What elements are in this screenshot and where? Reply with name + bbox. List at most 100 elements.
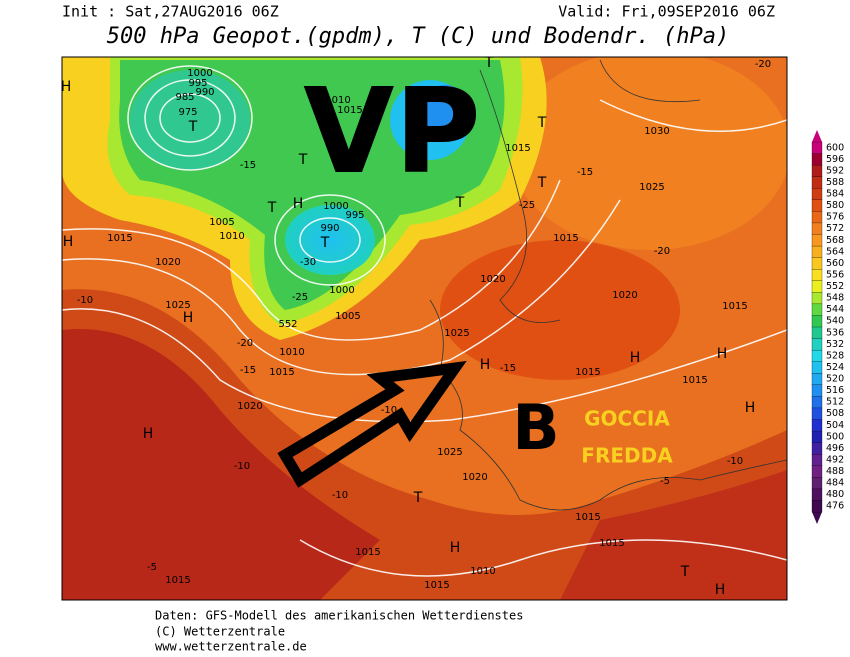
legend-label: 568 — [826, 235, 844, 246]
contour-label: 1025 — [639, 182, 664, 193]
valid-time: Valid: Fri,09SEP2016 06Z — [558, 3, 775, 21]
contour-label: 1005 — [335, 311, 360, 322]
legend-label: 492 — [826, 454, 844, 465]
legend-label: 572 — [826, 223, 844, 234]
contour-label: -15 — [577, 167, 593, 178]
legend-swatch — [811, 442, 823, 455]
legend-swatch — [811, 164, 823, 178]
legend-swatch — [811, 199, 823, 212]
contour-label: 975 — [178, 107, 197, 118]
legend-swatch — [811, 500, 823, 513]
contour-label: 1010 — [325, 95, 350, 106]
legend-swatch — [811, 361, 823, 374]
legend-swatch — [811, 141, 823, 155]
legend-swatch — [811, 326, 823, 340]
legend-label: 476 — [826, 501, 844, 512]
pressure-center: T — [484, 55, 494, 71]
map-title: 500 hPa Geopot.(gpdm), T (C) und Bodendr… — [107, 24, 730, 49]
legend-label: 564 — [826, 246, 844, 257]
low-annotation: B — [512, 391, 559, 464]
legend-label: 532 — [826, 339, 844, 350]
legend-label: 516 — [826, 385, 844, 396]
contour-label: 1010 — [279, 347, 304, 358]
legend-swatch — [811, 454, 823, 467]
contour-label: 1010 — [470, 566, 495, 577]
contour-label: 1015 — [505, 143, 530, 154]
pressure-center: T — [267, 200, 277, 216]
contour-label: -5 — [660, 476, 670, 487]
contour-label: 1025 — [165, 300, 190, 311]
contour-label: 1020 — [237, 401, 262, 412]
contour-label: -20 — [654, 246, 670, 257]
contour-label: 1020 — [462, 472, 487, 483]
pressure-center: H — [293, 196, 304, 212]
legend-label: 480 — [826, 489, 844, 500]
legend-swatch — [811, 465, 823, 478]
legend-label: 560 — [826, 258, 844, 269]
legend: 6005965925885845805765725685645605565525… — [811, 130, 844, 524]
footer-line: www.wetterzentrale.de — [155, 640, 307, 654]
legend-swatch — [811, 477, 823, 490]
legend-swatch — [811, 384, 823, 397]
legend-label: 588 — [826, 177, 844, 188]
legend-label: 544 — [826, 304, 844, 315]
legend-label: 528 — [826, 350, 844, 361]
contour-label: 1025 — [444, 328, 469, 339]
legend-arrow — [812, 130, 822, 142]
pressure-center: H — [450, 540, 461, 556]
pressure-center: H — [61, 79, 72, 95]
footer-line: Daten: GFS-Modell des amerikanischen Wet… — [155, 609, 523, 623]
legend-label: 484 — [826, 478, 844, 489]
contour-label: 552 — [278, 319, 297, 330]
contour-label: 1015 — [355, 547, 380, 558]
pressure-center: H — [630, 350, 641, 366]
contour-label: 1015 — [575, 367, 600, 378]
contour-label: 1005 — [209, 217, 234, 228]
legend-label: 556 — [826, 269, 844, 280]
legend-swatch — [811, 153, 823, 166]
contour-label: -15 — [500, 363, 516, 374]
contour-label: 1015 — [269, 367, 294, 378]
contour-label: 1015 — [553, 233, 578, 244]
contour-label: 995 — [345, 210, 364, 221]
contour-label: -10 — [332, 490, 348, 501]
legend-swatch — [811, 188, 823, 201]
footer-line: (C) Wetterzentrale — [155, 625, 285, 639]
contour-label: 990 — [320, 223, 339, 234]
contour-label: 1030 — [644, 126, 669, 137]
contour-label: 1020 — [155, 257, 180, 268]
contour-label: 1015 — [337, 105, 362, 116]
contour-label: 1015 — [722, 301, 747, 312]
legend-label: 520 — [826, 374, 844, 385]
contour-label: 1020 — [480, 274, 505, 285]
legend-label: 536 — [826, 327, 844, 338]
map-frame — [61, 56, 788, 601]
legend-label: 488 — [826, 466, 844, 477]
legend-swatch — [811, 292, 823, 305]
legend-swatch — [811, 257, 823, 270]
contour-label: 1015 — [599, 538, 624, 549]
contour-label: 1025 — [437, 447, 462, 458]
contour-label: -5 — [147, 562, 157, 573]
contour-label: -20 — [237, 338, 253, 349]
legend-label: 512 — [826, 397, 844, 408]
legend-label: 548 — [826, 293, 844, 304]
contour-label: -20 — [755, 59, 771, 70]
contour-label: -10 — [381, 405, 397, 416]
contour-label: -25 — [292, 292, 308, 303]
contour-label: -25 — [519, 200, 535, 211]
legend-swatch — [811, 303, 823, 316]
contour-label: -10 — [727, 456, 743, 467]
pressure-center: H — [745, 400, 756, 416]
legend-swatch — [811, 407, 823, 420]
pressure-center: H — [143, 426, 154, 442]
pressure-center: T — [320, 235, 330, 251]
contour-label: 995 — [188, 78, 207, 89]
contour-label: 1015 — [107, 233, 132, 244]
legend-arrow — [812, 512, 822, 524]
legend-label: 552 — [826, 281, 844, 292]
contour-label: 990 — [195, 87, 214, 98]
legend-label: 584 — [826, 189, 844, 200]
legend-label: 496 — [826, 443, 844, 454]
contour-label: 1015 — [575, 512, 600, 523]
